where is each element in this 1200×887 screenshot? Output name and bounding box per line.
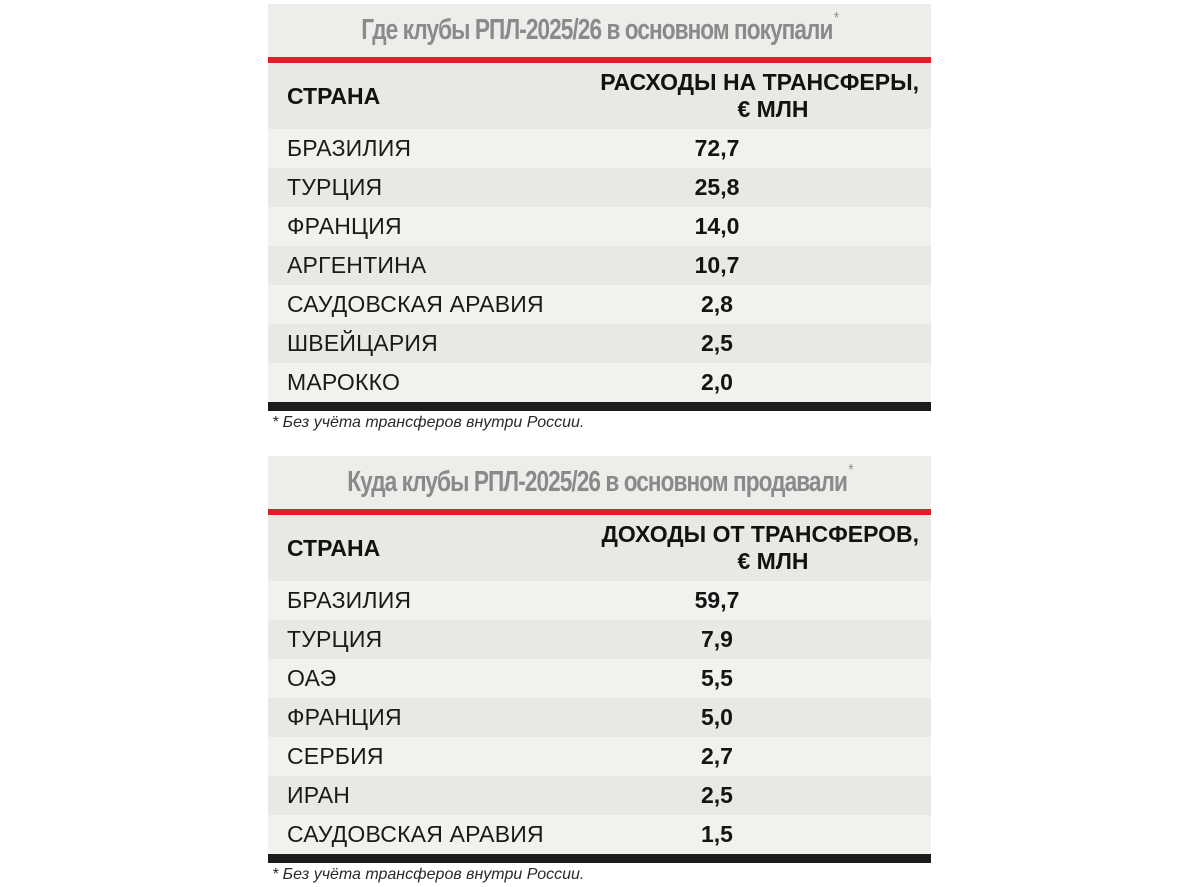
table-row: СЕРБИЯ 2,7	[268, 737, 931, 776]
country-cell: ТУРЦИЯ	[287, 174, 383, 200]
header-country: СТРАНА	[287, 534, 381, 561]
purchases-title: Где клубы РПЛ-2025/26 в основном покупал…	[361, 10, 839, 47]
table-row: САУДОВСКАЯ АРАВИЯ 2,8	[268, 285, 931, 324]
country-cell: СЕРБИЯ	[287, 743, 384, 769]
table-row: БРАЗИЛИЯ 72,7	[268, 129, 931, 168]
sales-title-text: Куда клубы РПЛ-2025/26 в основном продав…	[346, 466, 848, 498]
country-cell: ОАЭ	[287, 665, 337, 691]
country-cell: ФРАНЦИЯ	[287, 213, 402, 239]
country-cell: ШВЕЙЦАРИЯ	[287, 330, 438, 356]
purchases-footnote: * Без учёта трансферов внутри России.	[272, 414, 585, 431]
country-cell: БРАЗИЛИЯ	[287, 135, 412, 161]
value-cell: 25,8	[694, 174, 740, 200]
value-cell: 72,7	[694, 135, 740, 161]
purchases-header-row: СТРАНА РАСХОДЫ НА ТРАНСФЕРЫ, € МЛН	[268, 63, 931, 129]
country-cell: МАРОККО	[287, 369, 401, 395]
table-row: ТУРЦИЯ 7,9	[268, 620, 931, 659]
header-spending-line1: РАСХОДЫ НА ТРАНСФЕРЫ,	[600, 69, 919, 95]
table-row: МАРОККО 2,0	[268, 363, 931, 402]
purchases-title-bar: Где клубы РПЛ-2025/26 в основном покупал…	[268, 4, 931, 57]
value-cell: 14,0	[694, 213, 740, 239]
header-spending-line2: € МЛН	[737, 96, 809, 122]
sales-title: Куда клубы РПЛ-2025/26 в основном продав…	[346, 462, 853, 499]
header-spending: РАСХОДЫ НА ТРАНСФЕРЫ, € МЛН	[587, 69, 931, 123]
table-row: ФРАНЦИЯ 14,0	[268, 207, 931, 246]
sales-rows: БРАЗИЛИЯ 59,7 ТУРЦИЯ 7,9 ОАЭ 5,5 ФРАНЦИЯ 5,0…	[268, 581, 931, 854]
purchases-title-text: Где клубы РПЛ-2025/26 в основном покупал…	[361, 14, 833, 46]
bottom-divider	[268, 854, 931, 863]
purchases-table: Где клубы РПЛ-2025/26 в основном покупал…	[268, 4, 931, 411]
header-income: ДОХОДЫ ОТ ТРАНСФЕРОВ, € МЛН	[587, 521, 931, 575]
value-cell: 10,7	[694, 252, 740, 278]
bottom-divider	[268, 402, 931, 411]
table-row: БРАЗИЛИЯ 59,7	[268, 581, 931, 620]
value-cell: 2,0	[701, 369, 733, 395]
table-row: АРГЕНТИНА 10,7	[268, 246, 931, 285]
sales-table: Куда клубы РПЛ-2025/26 в основном продав…	[268, 456, 931, 863]
country-cell: САУДОВСКАЯ АРАВИЯ	[287, 291, 544, 317]
country-cell: АРГЕНТИНА	[287, 252, 427, 278]
red-divider	[268, 57, 931, 63]
value-cell: 5,5	[701, 665, 733, 691]
value-cell: 2,8	[701, 291, 733, 317]
red-divider	[268, 509, 931, 515]
header-country: СТРАНА	[287, 82, 381, 109]
value-cell: 59,7	[694, 587, 740, 613]
table-row: ФРАНЦИЯ 5,0	[268, 698, 931, 737]
sales-header-row: СТРАНА ДОХОДЫ ОТ ТРАНСФЕРОВ, € МЛН	[268, 515, 931, 581]
value-cell: 5,0	[701, 704, 733, 730]
country-cell: САУДОВСКАЯ АРАВИЯ	[287, 821, 544, 847]
footnote-marker: *	[833, 10, 839, 27]
value-cell: 2,5	[701, 782, 733, 808]
country-cell: БРАЗИЛИЯ	[287, 587, 412, 613]
sales-title-bar: Куда клубы РПЛ-2025/26 в основном продав…	[268, 456, 931, 509]
header-income-line1: ДОХОДЫ ОТ ТРАНСФЕРОВ,	[601, 521, 919, 547]
table-row: ИРАН 2,5	[268, 776, 931, 815]
country-cell: ИРАН	[287, 782, 351, 808]
value-cell: 7,9	[701, 626, 733, 652]
sales-footnote: * Без учёта трансферов внутри России.	[272, 866, 585, 883]
value-cell: 1,5	[701, 821, 733, 847]
value-cell: 2,7	[701, 743, 733, 769]
table-row: САУДОВСКАЯ АРАВИЯ 1,5	[268, 815, 931, 854]
value-cell: 2,5	[701, 330, 733, 356]
country-cell: ТУРЦИЯ	[287, 626, 383, 652]
footnote-marker: *	[848, 462, 853, 479]
table-row: ТУРЦИЯ 25,8	[268, 168, 931, 207]
country-cell: ФРАНЦИЯ	[287, 704, 402, 730]
table-row: ШВЕЙЦАРИЯ 2,5	[268, 324, 931, 363]
table-row: ОАЭ 5,5	[268, 659, 931, 698]
purchases-rows: БРАЗИЛИЯ 72,7 ТУРЦИЯ 25,8 ФРАНЦИЯ 14,0 АРГЕ…	[268, 129, 931, 402]
header-income-line2: € МЛН	[737, 548, 809, 574]
